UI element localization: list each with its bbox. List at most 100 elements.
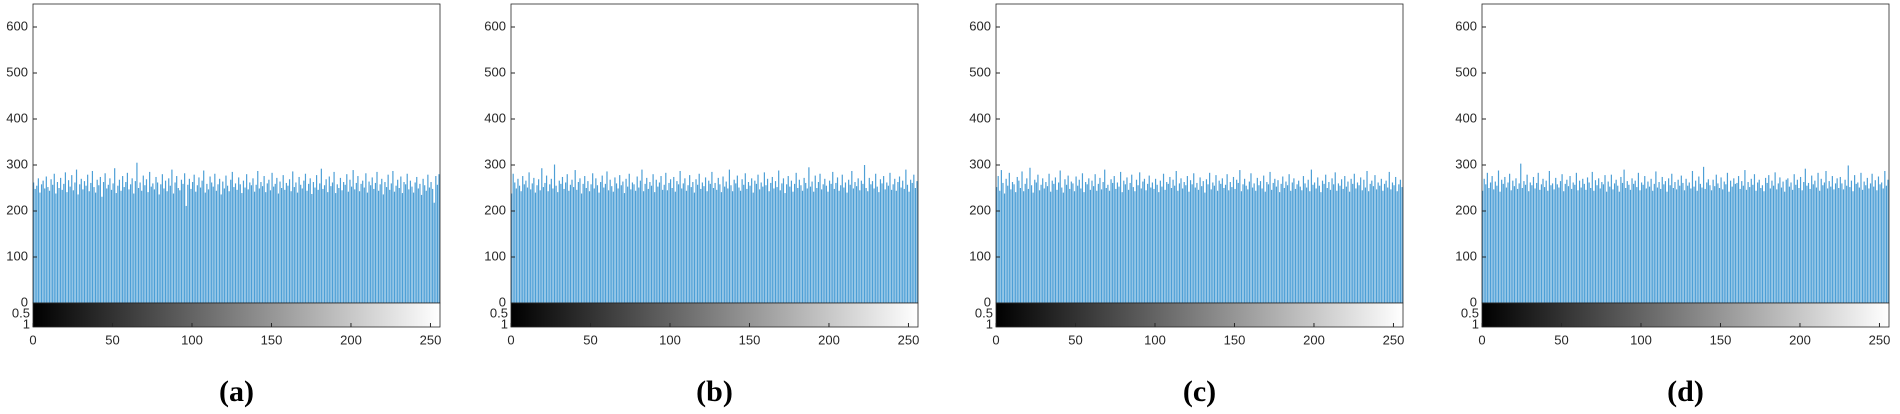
x-tick-label: 250 xyxy=(1869,332,1891,347)
bar xyxy=(1768,175,1770,303)
bar xyxy=(1294,188,1297,303)
bar xyxy=(1528,191,1530,303)
bar xyxy=(1693,186,1695,303)
bar xyxy=(660,176,662,303)
bar xyxy=(1247,189,1249,303)
bar xyxy=(64,172,66,303)
bar xyxy=(311,193,313,303)
bar xyxy=(724,186,726,303)
bar xyxy=(1159,180,1161,303)
bar xyxy=(736,175,738,303)
bar xyxy=(112,183,114,303)
bar xyxy=(1224,184,1227,303)
bar xyxy=(430,182,432,303)
bar xyxy=(1229,182,1231,303)
bar xyxy=(1698,176,1700,303)
bar xyxy=(184,173,186,303)
bar xyxy=(1763,191,1765,303)
bar xyxy=(333,171,335,303)
bar xyxy=(557,192,559,303)
bar xyxy=(373,188,375,303)
bar xyxy=(541,168,543,303)
bar xyxy=(1369,183,1371,303)
bar xyxy=(1139,172,1141,303)
bar xyxy=(163,188,165,303)
bar xyxy=(219,178,221,303)
bar xyxy=(1566,179,1568,303)
bar xyxy=(365,173,367,303)
bar xyxy=(1861,189,1864,303)
bar xyxy=(1325,174,1327,303)
bar xyxy=(1793,174,1795,303)
bar xyxy=(1251,187,1254,303)
bar xyxy=(650,185,653,303)
bar xyxy=(1083,192,1085,303)
bar xyxy=(33,182,35,303)
bar xyxy=(1245,185,1247,303)
bar xyxy=(563,188,565,303)
bar xyxy=(1142,181,1144,303)
bar xyxy=(72,190,74,303)
bar xyxy=(1750,178,1752,303)
bar xyxy=(1100,189,1103,303)
bar xyxy=(841,174,843,303)
x-tick-label: 100 xyxy=(181,332,203,347)
bar xyxy=(1488,188,1490,303)
bar xyxy=(528,172,530,303)
bar xyxy=(542,187,544,303)
bar xyxy=(198,177,200,303)
y-tick-label: 400 xyxy=(969,110,991,125)
bar xyxy=(438,174,440,303)
bar xyxy=(573,187,575,303)
bar xyxy=(630,189,632,303)
bar xyxy=(1860,172,1862,303)
bar xyxy=(1819,190,1821,303)
bar xyxy=(1008,172,1010,303)
bar xyxy=(1250,173,1252,303)
bar xyxy=(199,187,202,303)
y-tick-label: 600 xyxy=(969,18,991,33)
bar xyxy=(786,184,788,303)
bar xyxy=(174,182,176,303)
bar xyxy=(150,186,152,303)
bar xyxy=(424,185,426,303)
bar xyxy=(398,188,400,303)
bar xyxy=(1841,183,1843,303)
bar xyxy=(75,169,78,303)
bar xyxy=(633,184,635,303)
bar xyxy=(1401,187,1403,303)
bar xyxy=(790,180,793,303)
bar xyxy=(1099,177,1101,303)
bar xyxy=(725,181,727,303)
bar xyxy=(1212,182,1214,303)
bar xyxy=(1298,180,1300,303)
bar xyxy=(1569,176,1571,303)
bar xyxy=(284,189,286,303)
bar xyxy=(400,176,402,303)
bar xyxy=(149,171,151,303)
bar xyxy=(172,193,175,303)
bar xyxy=(155,176,157,303)
bar xyxy=(141,190,143,303)
bar xyxy=(1882,188,1884,303)
bar xyxy=(607,190,610,303)
bar xyxy=(1148,175,1150,303)
bar xyxy=(1540,184,1543,303)
bar xyxy=(1512,180,1514,303)
bar xyxy=(859,190,861,303)
bar xyxy=(1015,192,1017,303)
bar xyxy=(1248,181,1250,303)
bar xyxy=(1623,169,1625,303)
bar xyxy=(752,192,754,303)
bar xyxy=(884,189,886,303)
bar xyxy=(561,176,564,303)
bar xyxy=(226,185,229,303)
bar xyxy=(228,191,230,303)
panel-label: (b) xyxy=(696,375,733,408)
bar xyxy=(628,173,630,303)
bar xyxy=(34,188,36,303)
bar xyxy=(1166,182,1168,303)
bar xyxy=(576,189,578,303)
bar xyxy=(436,184,439,303)
